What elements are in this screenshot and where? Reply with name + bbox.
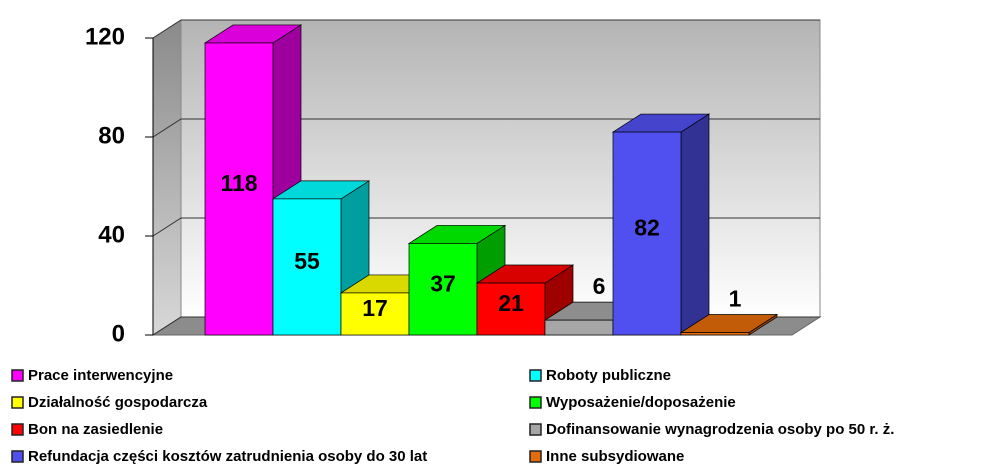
y-tick-label: 0 (112, 320, 125, 347)
data-label: 118 (220, 170, 257, 196)
grid-line (152, 118, 820, 138)
data-label: 6 (593, 273, 606, 299)
legend-swatch (11, 423, 24, 436)
y-tick-label: 80 (98, 122, 125, 149)
legend-label: Refundacja części kosztów zatrudnienia o… (28, 448, 427, 465)
legend-label: Prace interwencyjne (28, 367, 173, 384)
legend-label: Bon na zasiedlenie (28, 421, 163, 438)
bar (476, 282, 546, 336)
bar (272, 198, 342, 336)
legend-swatch (529, 396, 542, 409)
legend-label: Działalność gospodarcza (28, 394, 208, 411)
data-label: 37 (430, 270, 456, 296)
grid-line (152, 19, 820, 39)
data-label: 21 (498, 290, 524, 316)
bar (612, 131, 682, 336)
bar-side (680, 113, 710, 336)
y-tick-label: 40 (98, 221, 125, 248)
legend-label: Roboty publiczne (546, 367, 671, 384)
data-label: 17 (362, 295, 388, 321)
legend-swatch (11, 369, 24, 382)
grid-line (152, 217, 820, 237)
bar (340, 292, 410, 336)
bar (680, 332, 750, 336)
bar (544, 319, 614, 336)
bar (408, 243, 478, 336)
side-wall (152, 19, 182, 336)
legend-swatch (11, 396, 24, 409)
data-label: 82 (634, 215, 660, 241)
legend-label: Inne subsydiowane (546, 448, 684, 465)
legend-swatch (529, 450, 542, 463)
legend-swatch (529, 369, 542, 382)
legend-label: Wyposażenie/doposażenie (546, 394, 736, 411)
y-tick-label: 120 (85, 23, 125, 50)
data-label: 55 (294, 248, 320, 274)
legend-swatch (529, 423, 542, 436)
legend-label: Dofinansowanie wynagrodzenia osoby po 50… (546, 421, 894, 438)
bar (204, 42, 274, 336)
legend-swatch (11, 450, 24, 463)
data-label: 1 (729, 286, 742, 312)
